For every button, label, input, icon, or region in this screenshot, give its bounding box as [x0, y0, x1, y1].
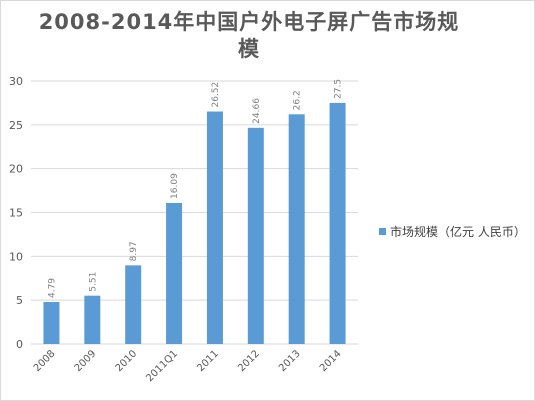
- bar: [329, 102, 346, 345]
- y-tick-label: 25: [9, 119, 23, 132]
- bar: [84, 295, 101, 344]
- bar: [206, 111, 223, 345]
- y-tick-label: 5: [16, 294, 23, 307]
- y-tick-label: 15: [9, 207, 23, 220]
- y-tick-label: 30: [9, 75, 23, 88]
- x-tick-label: 2010: [114, 348, 140, 374]
- data-label: 16.09: [170, 173, 180, 199]
- chart-title: 2008-2014年中国户外电子屏广告市场规模: [38, 10, 460, 61]
- data-label: 24.66: [252, 98, 262, 124]
- data-label: 26.2: [293, 90, 303, 110]
- x-tick-label: 2014: [318, 348, 344, 374]
- bar: [247, 127, 264, 345]
- x-tick-label: 2012: [236, 348, 262, 374]
- bar: [288, 114, 305, 345]
- x-tick-label: 2011: [195, 348, 221, 374]
- legend-swatch: [379, 228, 386, 235]
- y-tick-label: 20: [9, 163, 23, 176]
- y-tick-label: 10: [9, 250, 23, 263]
- bar: [125, 265, 142, 344]
- data-label: 26.52: [211, 82, 221, 108]
- legend-label: 市场规模（亿元 人民币）: [390, 225, 526, 239]
- y-tick-label: 0: [16, 338, 23, 351]
- x-tick-label: 2008: [32, 348, 58, 374]
- data-label: 8.97: [129, 241, 139, 261]
- data-label: 27.5: [334, 79, 344, 99]
- x-tick-label: 2013: [277, 348, 303, 374]
- bar: [166, 202, 183, 344]
- bar: [43, 302, 60, 344]
- x-tick-label: 2011Q1: [144, 348, 180, 384]
- legend: 市场规模（亿元 人民币）: [379, 223, 526, 240]
- data-label: 4.79: [47, 278, 57, 298]
- data-label: 5.51: [88, 272, 98, 292]
- x-tick-label: 2009: [73, 348, 99, 374]
